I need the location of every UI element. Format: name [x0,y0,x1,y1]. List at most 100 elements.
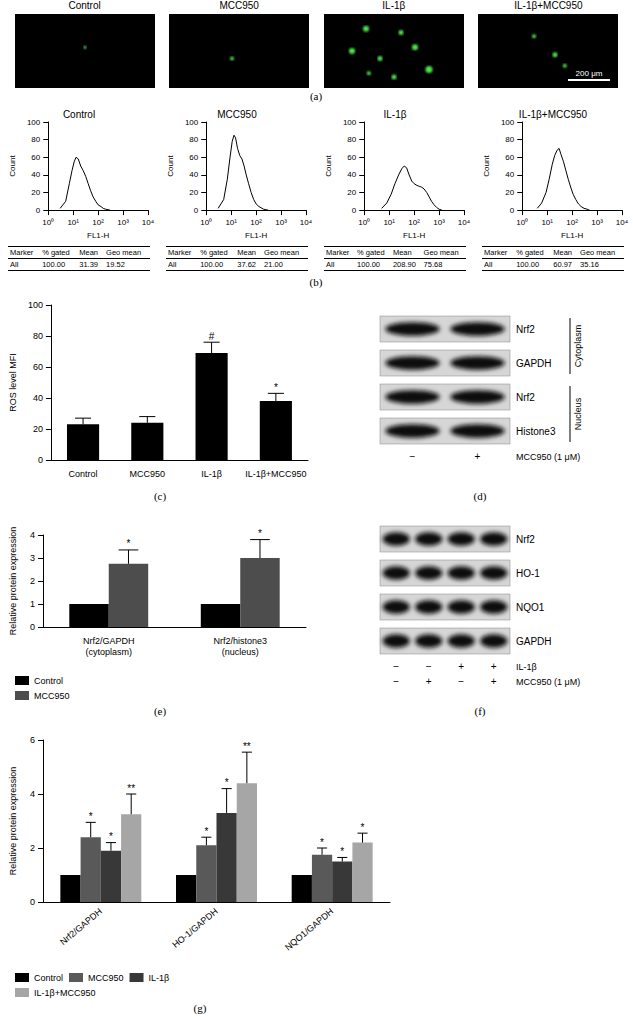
svg-text:10¹: 10¹ [67,218,79,227]
svg-text:+: + [426,676,432,687]
svg-text:10²: 10² [566,218,578,227]
svg-text:10⁴: 10⁴ [458,218,471,227]
svg-text:10⁰: 10⁰ [516,218,528,227]
svg-text:−: − [426,661,432,672]
svg-text:10³: 10³ [433,218,445,227]
svg-text:10⁰: 10⁰ [42,218,54,227]
svg-text:Count: Count [8,155,17,177]
svg-text:6: 6 [30,735,35,745]
svg-text:10⁰: 10⁰ [358,218,370,227]
svg-text:MCC950: MCC950 [130,469,166,479]
svg-text:Nrf2: Nrf2 [516,392,535,403]
svg-text:MCC950: MCC950 [217,109,257,120]
svg-text:Control: Control [63,109,95,120]
svg-text:80: 80 [505,135,514,144]
svg-text:GAPDH: GAPDH [516,358,552,369]
svg-text:10²: 10² [408,218,420,227]
svg-text:10³: 10³ [591,218,603,227]
svg-text:10⁴: 10⁴ [300,218,313,227]
svg-text:40: 40 [189,170,198,179]
svg-text:Nrf2/GAPDH: Nrf2/GAPDH [58,906,104,947]
svg-text:Histone3: Histone3 [516,426,556,437]
svg-text:Control: Control [34,676,63,686]
svg-text:Cytoplasm: Cytoplasm [573,325,583,368]
svg-text:IL-1β: IL-1β [516,662,537,672]
svg-text:60: 60 [347,153,356,162]
svg-text:IL-1β: IL-1β [201,469,222,479]
svg-text:IL-1β+MCC950: IL-1β+MCC950 [245,469,306,479]
svg-text:10⁰: 10⁰ [200,218,212,227]
svg-text:*: * [127,538,131,549]
svg-text:(nucleus): (nucleus) [222,647,259,657]
svg-text:Count: Count [166,155,175,177]
svg-text:IL-1β+MCC950: IL-1β+MCC950 [34,988,95,998]
svg-text:0: 0 [36,206,41,215]
svg-text:0: 0 [30,897,35,907]
svg-text:Nrf2/GAPDH: Nrf2/GAPDH [83,636,135,646]
svg-text:*: * [361,822,365,833]
svg-text:+: + [491,676,497,687]
svg-text:40: 40 [31,170,40,179]
svg-text:10⁴: 10⁴ [616,218,629,227]
svg-text:*: * [340,846,344,857]
svg-text:Control: Control [34,973,63,983]
svg-text:HO-1: HO-1 [516,568,540,579]
svg-text:*: * [258,528,262,539]
svg-text:20: 20 [347,188,356,197]
svg-text:100: 100 [343,118,357,127]
svg-text:IL-1β: IL-1β [384,109,407,120]
svg-text:*: * [89,811,93,822]
svg-text:#: # [209,331,215,342]
svg-text:Nrf2: Nrf2 [516,534,535,545]
svg-text:80: 80 [31,135,40,144]
svg-text:0: 0 [38,455,43,465]
svg-text:MCC950: MCC950 [34,691,70,701]
svg-text:NQO1/GAPDH: NQO1/GAPDH [283,906,335,952]
svg-text:−: − [458,676,464,687]
svg-text:4: 4 [30,789,35,799]
svg-text:FL1-H: FL1-H [403,231,425,240]
svg-text:**: ** [243,741,251,752]
svg-text:**: ** [127,783,135,794]
svg-text:10⁴: 10⁴ [142,218,155,227]
svg-text:100: 100 [28,300,43,310]
svg-text:10¹: 10¹ [225,218,237,227]
svg-text:IL-1β+MCC950: IL-1β+MCC950 [519,109,588,120]
svg-text:−: − [393,676,399,687]
svg-text:80: 80 [347,135,356,144]
svg-text:2: 2 [30,843,35,853]
svg-text:+: + [458,661,464,672]
svg-text:Control: Control [69,469,98,479]
svg-text:40: 40 [33,393,43,403]
svg-text:Count: Count [324,155,333,177]
svg-text:Nrf2/histone3: Nrf2/histone3 [213,636,267,646]
svg-text:*: * [204,826,208,837]
svg-text:0: 0 [352,206,357,215]
svg-text:100: 100 [185,118,199,127]
svg-text:20: 20 [31,188,40,197]
svg-text:ROS level MFI: ROS level MFI [8,353,18,412]
svg-text:40: 40 [347,170,356,179]
svg-text:*: * [274,382,278,393]
svg-text:4: 4 [30,530,35,540]
svg-text:HO-1/GAPDH: HO-1/GAPDH [170,906,219,950]
svg-text:60: 60 [505,153,514,162]
svg-text:*: * [320,837,324,848]
svg-text:10¹: 10¹ [541,218,553,227]
svg-text:10²: 10² [250,218,262,227]
svg-text:IL-1β: IL-1β [149,973,170,983]
svg-text:60: 60 [31,153,40,162]
svg-text:100: 100 [501,118,515,127]
svg-text:60: 60 [33,362,43,372]
svg-text:+: + [475,451,481,462]
svg-text:20: 20 [189,188,198,197]
svg-text:80: 80 [189,135,198,144]
svg-text:(cytoplasm): (cytoplasm) [85,647,132,657]
svg-text:FL1-H: FL1-H [87,231,109,240]
svg-text:FL1-H: FL1-H [245,231,267,240]
svg-text:10³: 10³ [275,218,287,227]
svg-text:*: * [109,831,113,842]
svg-text:−: − [393,661,399,672]
svg-text:0: 0 [510,206,515,215]
svg-text:*: * [225,777,229,788]
